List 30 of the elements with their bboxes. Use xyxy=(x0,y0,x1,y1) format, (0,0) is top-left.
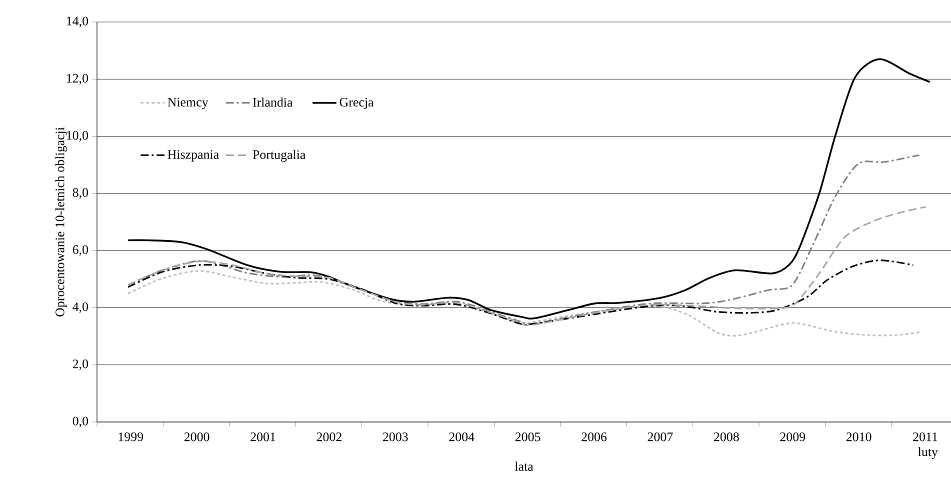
legend-label: Irlandia xyxy=(252,98,293,107)
x-tick-label: 2000 xyxy=(184,432,210,442)
y-axis-title: Oprocentowanie 10-letnich obligacji xyxy=(55,127,67,316)
legend-label: Niemcy xyxy=(168,98,208,110)
x-tick-label: 2008 xyxy=(714,432,739,442)
y-tick-label: 8,0 xyxy=(72,188,88,199)
legend-label: Portugalia xyxy=(252,150,306,162)
legend-label: Grecja xyxy=(340,98,374,110)
x-tick-label: 2010 xyxy=(846,432,872,442)
y-tick-label: 6,0 xyxy=(72,245,88,256)
x-axis-title: lata xyxy=(514,462,534,471)
y-tick-label: 2,0 xyxy=(72,360,88,370)
y-tick-label: 10,0 xyxy=(66,130,88,142)
x-tick-label: 2001 xyxy=(250,432,276,442)
x-tick-label: 1999 xyxy=(118,432,144,442)
line-series xyxy=(127,270,920,337)
y-tick-label: 12,0 xyxy=(66,74,88,84)
legend-label: Hiszpania xyxy=(168,150,219,162)
line-series xyxy=(127,206,927,326)
y-tick-label: 4,0 xyxy=(72,302,88,314)
x-tick-label: 2005 xyxy=(515,432,540,442)
y-tick-label: 0,0 xyxy=(72,416,88,428)
x-tick-label: 2006 xyxy=(582,432,607,442)
x-tick-label: 2011 luty xyxy=(913,432,938,459)
y-tick-label: 14,0 xyxy=(66,16,88,28)
x-tick-label: 2002 xyxy=(316,432,342,442)
x-tick-label: 2004 xyxy=(449,432,474,442)
x-tick-label: 2007 xyxy=(648,432,673,442)
x-tick-label: 2009 xyxy=(780,432,806,442)
x-tick-label: 2003 xyxy=(383,432,408,442)
